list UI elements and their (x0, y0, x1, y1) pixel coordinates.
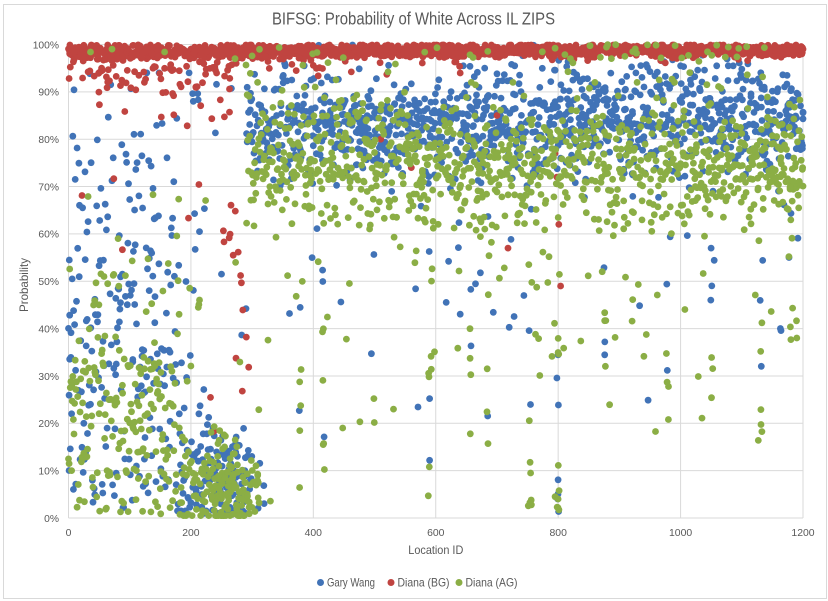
svg-text:800: 800 (550, 527, 568, 539)
svg-text:Probability: Probability (17, 258, 31, 312)
svg-text:0: 0 (66, 527, 72, 539)
svg-text:200: 200 (182, 527, 200, 539)
svg-text:BIFSG: Probability of White Ac: BIFSG: Probability of White Across IL ZI… (272, 9, 555, 29)
svg-text:Diana (AG): Diana (AG) (466, 576, 518, 590)
svg-text:50%: 50% (38, 276, 59, 288)
svg-text:90%: 90% (38, 87, 59, 99)
svg-text:1200: 1200 (791, 527, 814, 539)
svg-text:0%: 0% (44, 513, 59, 525)
svg-text:Gary Wang: Gary Wang (327, 576, 375, 590)
svg-text:70%: 70% (38, 181, 59, 193)
svg-text:Location ID: Location ID (408, 543, 463, 557)
svg-text:80%: 80% (38, 134, 59, 146)
svg-text:600: 600 (427, 527, 445, 539)
svg-text:20%: 20% (38, 418, 59, 430)
svg-text:60%: 60% (38, 229, 59, 241)
svg-text:Diana (BG): Diana (BG) (398, 576, 450, 590)
svg-text:1000: 1000 (669, 527, 692, 539)
svg-text:40%: 40% (38, 323, 59, 335)
svg-text:100%: 100% (33, 39, 59, 51)
svg-text:30%: 30% (38, 371, 59, 383)
svg-text:10%: 10% (38, 465, 59, 477)
svg-text:400: 400 (305, 527, 323, 539)
